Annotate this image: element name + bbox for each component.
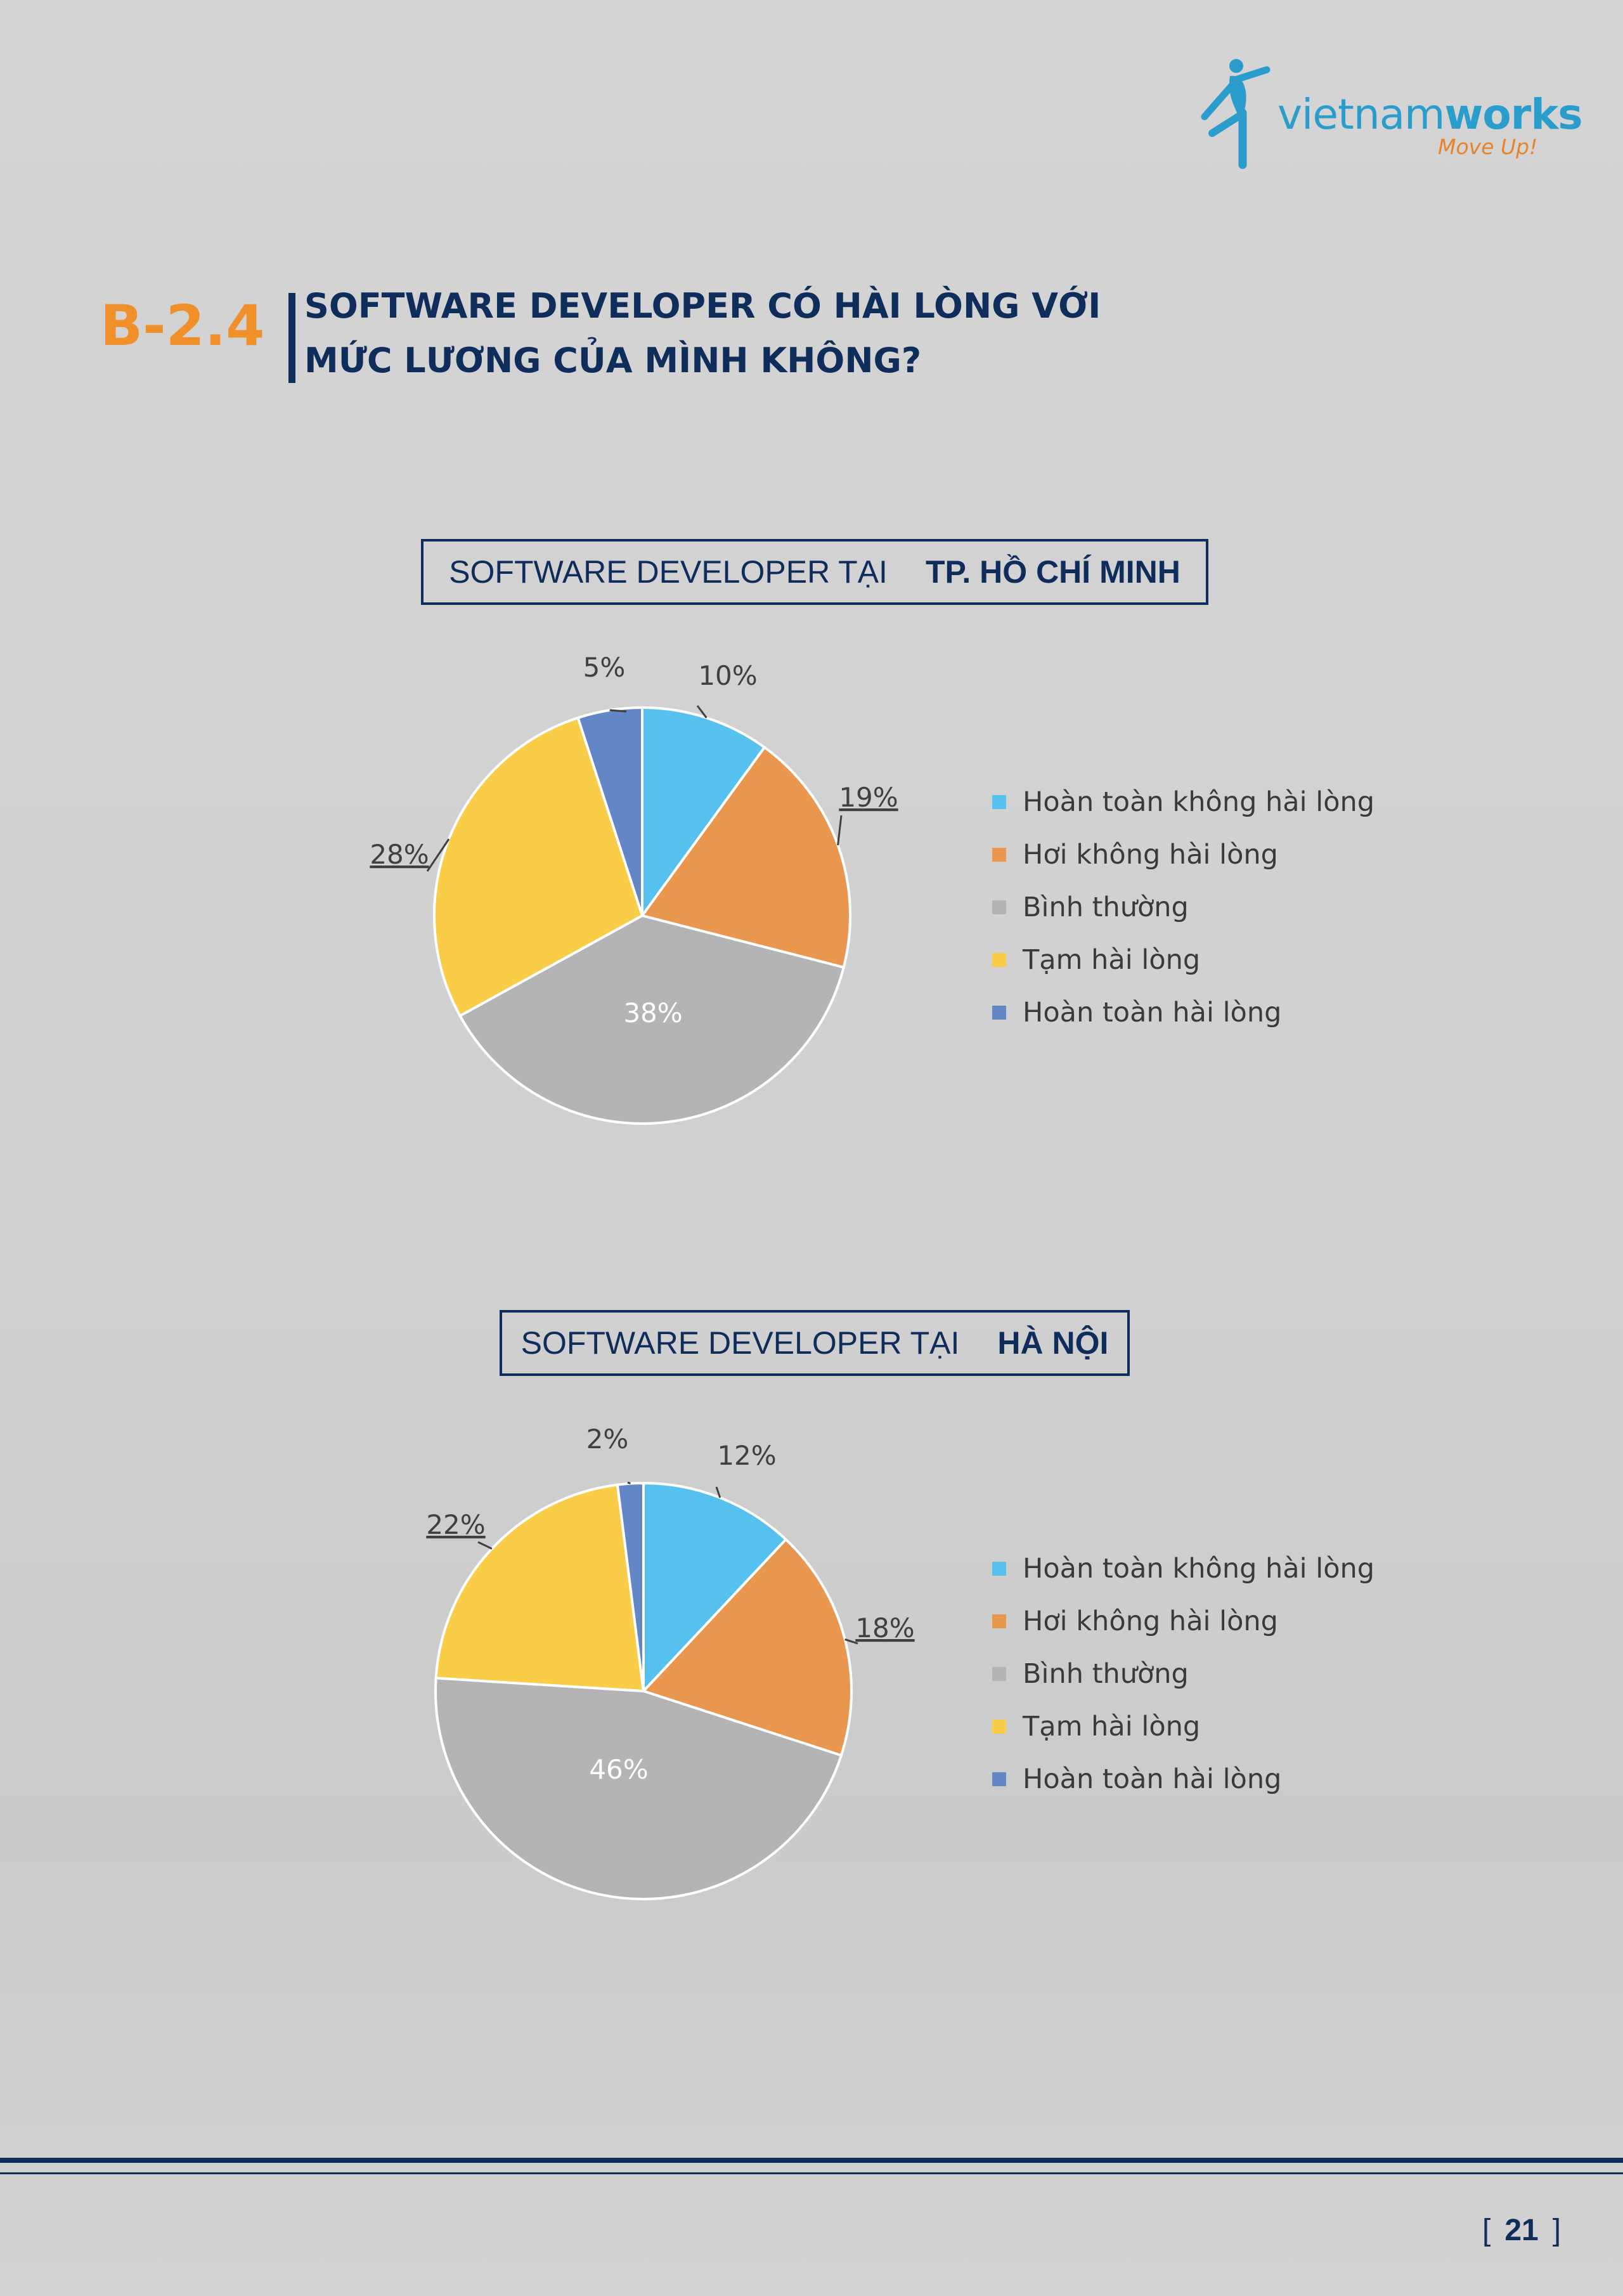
legend-item: Tạm hài lòng bbox=[992, 1700, 1374, 1753]
chart-1-leader-line-2 bbox=[837, 815, 843, 846]
chart-2-data-label-5: 2% bbox=[586, 1424, 629, 1455]
chart-2-data-label-1: 12% bbox=[717, 1440, 776, 1471]
legend-label: Hoàn toàn hài lòng bbox=[1023, 996, 1282, 1028]
legend-item: Hoàn toàn hài lòng bbox=[992, 1753, 1374, 1805]
legend-label: Hoàn toàn không hài lòng bbox=[1023, 786, 1375, 818]
legend-label: Hơi không hài lòng bbox=[1023, 838, 1278, 871]
chart-2-data-label-3: 46% bbox=[589, 1754, 648, 1785]
legend-item: Bình thường bbox=[992, 1647, 1374, 1700]
legend-item: Hoàn toàn không hài lòng bbox=[992, 775, 1374, 828]
legend-swatch bbox=[992, 1614, 1006, 1628]
chart-1-leader-line-4 bbox=[426, 838, 450, 872]
chart-1-title-location: TP. HỒ CHÍ MINH bbox=[925, 554, 1180, 590]
footer-rule-thin bbox=[0, 2172, 1623, 2174]
legend-item: Hoàn toàn hài lòng bbox=[992, 986, 1374, 1039]
legend-swatch bbox=[992, 900, 1006, 914]
legend-swatch bbox=[992, 795, 1006, 809]
logo-wordmark: vietnamworks bbox=[1277, 90, 1583, 139]
chart-1-data-label-4: 28% bbox=[370, 839, 429, 870]
chart-2-title-location: HÀ NỘI bbox=[997, 1325, 1109, 1361]
legend-label: Tạm hài lòng bbox=[1023, 1710, 1201, 1742]
chart-2-leader-line-1 bbox=[715, 1486, 721, 1498]
chart-2-slice-1 bbox=[642, 1481, 788, 1695]
legend-swatch bbox=[992, 1666, 1006, 1681]
section-title-line-2: MỨC LƯƠNG CỦA MÌNH KHÔNG? bbox=[304, 341, 922, 380]
chart-2-title-prefix: SOFTWARE DEVELOPER TẠI bbox=[521, 1325, 960, 1361]
page-number: [21] bbox=[1482, 2214, 1562, 2247]
legend-swatch bbox=[992, 952, 1006, 967]
chart-2-data-label-4: 22% bbox=[426, 1509, 485, 1540]
legend-item: Hơi không hài lòng bbox=[992, 1595, 1374, 1647]
footer-rule-thick bbox=[0, 2158, 1623, 2163]
chart-2-slice-5 bbox=[616, 1481, 645, 1692]
chart-1-data-label-1: 10% bbox=[698, 660, 757, 691]
legend-label: Hoàn toàn không hài lòng bbox=[1023, 1552, 1375, 1585]
legend-label: Tạm hài lòng bbox=[1023, 944, 1201, 976]
chart-2-leader-line-4 bbox=[477, 1541, 493, 1550]
legend-swatch bbox=[992, 1719, 1006, 1734]
section-number: B-2.4 bbox=[100, 293, 265, 358]
logo-tagline: Move Up! bbox=[1438, 134, 1538, 159]
legend-label: Hoàn toàn hài lòng bbox=[1023, 1763, 1282, 1795]
chart-1-data-label-5: 5% bbox=[583, 652, 626, 683]
chart-1-leader-line-1 bbox=[696, 705, 708, 718]
legend-label: Bình thường bbox=[1023, 891, 1189, 923]
legend-item: Tạm hài lòng bbox=[992, 933, 1374, 986]
legend-swatch bbox=[992, 847, 1006, 862]
chart-1-legend: Hoàn toàn không hài lòng Hơi không hài l… bbox=[992, 775, 1374, 1039]
legend-label: Hơi không hài lòng bbox=[1023, 1605, 1278, 1637]
vietnamworks-logo: vietnamworks Move Up! bbox=[1198, 58, 1583, 169]
section-divider bbox=[288, 293, 295, 383]
chart-2-slice-3 bbox=[434, 1677, 843, 1900]
legend-label: Bình thường bbox=[1023, 1657, 1189, 1690]
chart-2-data-label-2: 18% bbox=[855, 1612, 914, 1644]
legend-swatch bbox=[992, 1772, 1006, 1786]
logo-runner-icon bbox=[1201, 59, 1271, 169]
chart-2-legend: Hoàn toàn không hài lòng Hơi không hài l… bbox=[992, 1542, 1374, 1805]
legend-item: Bình thường bbox=[992, 881, 1374, 933]
chart-1-data-label-3: 38% bbox=[623, 997, 682, 1028]
chart-1-slice-4 bbox=[433, 716, 644, 1018]
chart-1-title-prefix: SOFTWARE DEVELOPER TẠI bbox=[449, 554, 888, 590]
chart-1-slice-3 bbox=[458, 914, 846, 1125]
chart-1-data-label-2: 19% bbox=[839, 782, 898, 813]
chart-2-slice-2 bbox=[641, 1538, 853, 1757]
legend-swatch bbox=[992, 1561, 1006, 1576]
chart-1-leader-line-5 bbox=[609, 709, 627, 713]
chart-2-leader-line-2 bbox=[844, 1638, 858, 1645]
legend-swatch bbox=[992, 1005, 1006, 1020]
chart-2-leader-line-5 bbox=[627, 1481, 631, 1485]
section-title-line-1: SOFTWARE DEVELOPER CÓ HÀI LÒNG VỚI bbox=[304, 286, 1101, 326]
chart-2-slice-4 bbox=[434, 1483, 645, 1693]
chart-2-title-box: SOFTWARE DEVELOPER TẠI HÀ NỘI bbox=[500, 1310, 1130, 1376]
section-title: SOFTWARE DEVELOPER CÓ HÀI LÒNG VỚI MỨC L… bbox=[304, 279, 1101, 388]
legend-item: Hơi không hài lòng bbox=[992, 828, 1374, 881]
chart-1-title-box: SOFTWARE DEVELOPER TẠI TP. HỒ CHÍ MINH bbox=[421, 539, 1208, 605]
legend-item: Hoàn toàn không hài lòng bbox=[992, 1542, 1374, 1595]
